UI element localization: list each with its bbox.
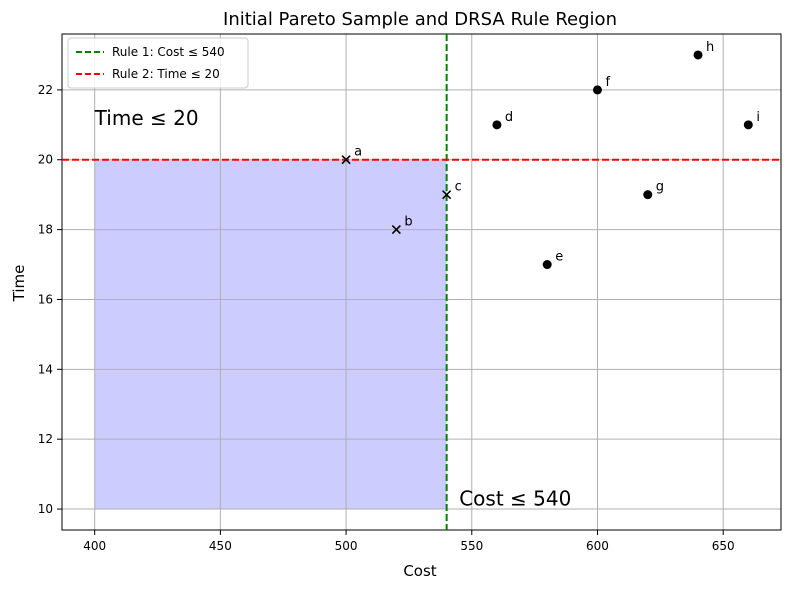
point-b [391, 225, 401, 235]
x-tick-label: 550 [460, 539, 483, 553]
y-tick-label: 10 [38, 502, 53, 516]
point-c [442, 190, 452, 200]
point-label-e: e [555, 250, 563, 265]
annotation-2: Cost ≤ 540 [459, 487, 571, 511]
y-tick-label: 18 [38, 223, 53, 237]
x-tick-label: 400 [83, 539, 106, 553]
point-label-i: i [756, 110, 760, 125]
point-label-b: b [404, 215, 412, 230]
point-label-g: g [656, 180, 664, 195]
point-g [643, 190, 653, 200]
y-axis-label: Time [10, 265, 28, 303]
x-tick-label: 500 [335, 539, 358, 553]
point-d [492, 120, 502, 130]
y-tick-label: 20 [38, 153, 53, 167]
point-i [743, 120, 753, 130]
point-label-d: d [505, 110, 513, 125]
x-axis-label: Cost [403, 562, 436, 580]
point-label-a: a [354, 145, 362, 160]
axes-frame [61, 33, 782, 531]
point-label-f: f [605, 75, 610, 90]
y-tick-label: 16 [38, 292, 53, 306]
annotation-1: Time ≤ 20 [94, 106, 199, 130]
legend-label-1: Rule 1: Cost ≤ 540 [112, 45, 225, 59]
chart-title: Initial Pareto Sample and DRSA Rule Regi… [223, 9, 617, 30]
y-tick-label: 12 [38, 432, 53, 446]
point-e [542, 260, 552, 270]
legend-label-2: Rule 2: Time ≤ 20 [112, 67, 220, 81]
legend [67, 37, 249, 89]
y-tick-label: 14 [38, 362, 53, 376]
rule-region [94, 159, 447, 510]
x-tick-label: 650 [712, 539, 735, 553]
point-label-h: h [706, 40, 714, 55]
x-tick-label: 450 [209, 539, 232, 553]
point-label-c: c [455, 180, 462, 195]
point-h [693, 50, 703, 60]
point-a [341, 155, 351, 165]
point-f [592, 85, 602, 95]
x-tick-label: 600 [586, 539, 609, 553]
y-tick-label: 22 [38, 83, 53, 97]
plot-area: 400 450 500 550 600 650 10 12 14 16 18 20 22 Time ≤ 2… [38, 33, 782, 553]
